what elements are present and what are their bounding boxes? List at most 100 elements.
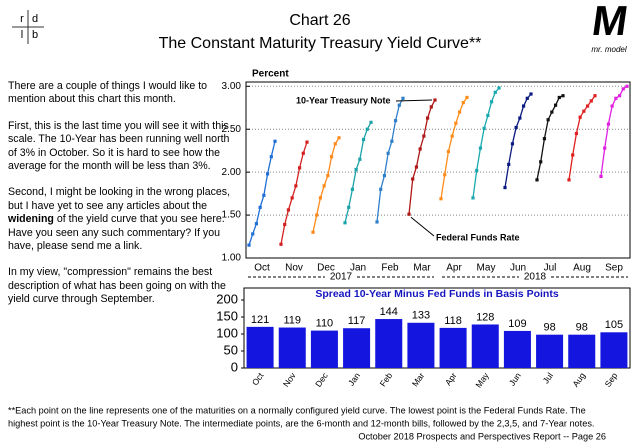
logo-letter: b bbox=[32, 29, 38, 41]
value-label: 128 bbox=[476, 311, 494, 323]
x-tick-label: Nov bbox=[281, 370, 298, 389]
yield-curve bbox=[408, 99, 436, 215]
curve-point bbox=[273, 139, 277, 143]
x-tick-label: Aug bbox=[573, 263, 591, 274]
x-tick-label: Sep bbox=[605, 263, 623, 274]
curve-point bbox=[478, 146, 483, 150]
curve-point bbox=[347, 205, 351, 209]
curve-point bbox=[489, 100, 494, 104]
curve-point bbox=[333, 142, 337, 146]
yield-curve bbox=[248, 141, 276, 246]
bar bbox=[246, 326, 274, 368]
curve-point bbox=[553, 103, 558, 107]
value-label: 110 bbox=[316, 318, 334, 330]
logo-letter: l bbox=[21, 29, 23, 41]
x-tick-label: Oct bbox=[254, 263, 270, 274]
bar bbox=[375, 319, 403, 368]
y-tick-label: 3.00 bbox=[222, 81, 242, 92]
curve-point bbox=[429, 105, 433, 109]
y-axis-label: Percent bbox=[252, 69, 289, 80]
curve-point bbox=[557, 95, 561, 100]
value-label: 98 bbox=[543, 322, 555, 334]
curve-point bbox=[514, 125, 518, 130]
curve-point bbox=[414, 165, 419, 169]
curve-point bbox=[290, 196, 294, 200]
x-tick-label: Apr bbox=[443, 371, 459, 388]
curve-point bbox=[614, 96, 618, 100]
yield-curve bbox=[376, 98, 404, 223]
curve-point bbox=[361, 137, 366, 142]
curve-point bbox=[482, 126, 486, 130]
curve-point bbox=[265, 172, 270, 176]
footnote-line: **Each point on the line represents one … bbox=[8, 405, 586, 415]
curve-point bbox=[503, 186, 507, 190]
x-tick-label: Jun bbox=[507, 370, 523, 387]
x-tick-label: Jul bbox=[544, 263, 557, 274]
curve-point bbox=[301, 151, 305, 155]
value-label: 144 bbox=[380, 306, 398, 318]
curve-point bbox=[269, 155, 273, 159]
yield-curve bbox=[280, 141, 308, 245]
x-tick-label: Mar bbox=[410, 371, 427, 389]
curve-point bbox=[350, 187, 355, 191]
curve-point bbox=[262, 193, 266, 197]
curve-point bbox=[322, 184, 326, 188]
footer: October 2018 Prospects and Perspectives … bbox=[358, 431, 606, 441]
curve-point bbox=[578, 115, 582, 119]
curve-point bbox=[571, 153, 575, 157]
annotation: Federal Funds Rate bbox=[436, 232, 520, 242]
value-label: 121 bbox=[251, 314, 269, 326]
x-tick-label: Jun bbox=[510, 263, 526, 274]
paragraph: First, this is the last time you will se… bbox=[8, 120, 240, 174]
text-run: There are a couple of things I would lik… bbox=[8, 80, 208, 106]
curve-point bbox=[497, 86, 501, 90]
x-tick-label: Oct bbox=[250, 370, 266, 387]
text-run: First, this is the last time you will se… bbox=[8, 119, 230, 173]
annotation-arrow bbox=[395, 99, 433, 102]
curve-point bbox=[454, 121, 458, 125]
x-tick-label: Feb bbox=[378, 370, 395, 388]
x-tick-label: Dec bbox=[317, 263, 335, 274]
text-run: of the yield curve that you see here. Ha… bbox=[8, 213, 225, 253]
bar bbox=[343, 328, 371, 368]
bar bbox=[407, 322, 435, 368]
curve-point bbox=[610, 104, 614, 108]
curve-point bbox=[443, 173, 447, 177]
curve-point bbox=[542, 137, 547, 141]
x-tick-label: Apr bbox=[446, 263, 462, 274]
curve-point bbox=[471, 196, 475, 200]
curve-point bbox=[450, 134, 454, 138]
curve-point bbox=[625, 84, 629, 88]
yield-curve-chart: Percent 1.00 1.50 2.00 2.50 3.00 Oct Nov Dec Jan F… bbox=[222, 69, 630, 283]
curve-point bbox=[365, 127, 369, 131]
yield-curve bbox=[536, 95, 564, 181]
curve-point bbox=[486, 113, 490, 118]
bar bbox=[278, 327, 306, 368]
value-label: 119 bbox=[283, 314, 301, 326]
logo-letter: r bbox=[20, 13, 24, 25]
curve-point bbox=[582, 109, 586, 113]
curve-point bbox=[379, 187, 383, 191]
x-tick-label: Jan bbox=[350, 263, 366, 274]
curve-point bbox=[286, 208, 291, 212]
curve-point bbox=[329, 155, 334, 159]
curve-point bbox=[425, 116, 430, 120]
curve-point bbox=[446, 149, 451, 154]
curve-point bbox=[550, 110, 554, 114]
curve-point bbox=[283, 222, 287, 227]
curve-point bbox=[589, 99, 593, 103]
yield-curve bbox=[504, 93, 532, 188]
y-tick-label: 2.00 bbox=[222, 167, 242, 178]
curve-point bbox=[510, 142, 515, 146]
logo-letter: d bbox=[32, 13, 38, 25]
curve-point bbox=[358, 157, 362, 161]
curve-point bbox=[315, 213, 319, 217]
curve-point bbox=[599, 174, 603, 179]
curve-point bbox=[617, 94, 622, 98]
plot-frame bbox=[243, 287, 631, 369]
curve-point bbox=[422, 134, 426, 138]
curve-point bbox=[418, 147, 422, 151]
curve-point bbox=[465, 95, 469, 100]
text-run: Second, I might be looking in the wrong … bbox=[8, 186, 231, 212]
